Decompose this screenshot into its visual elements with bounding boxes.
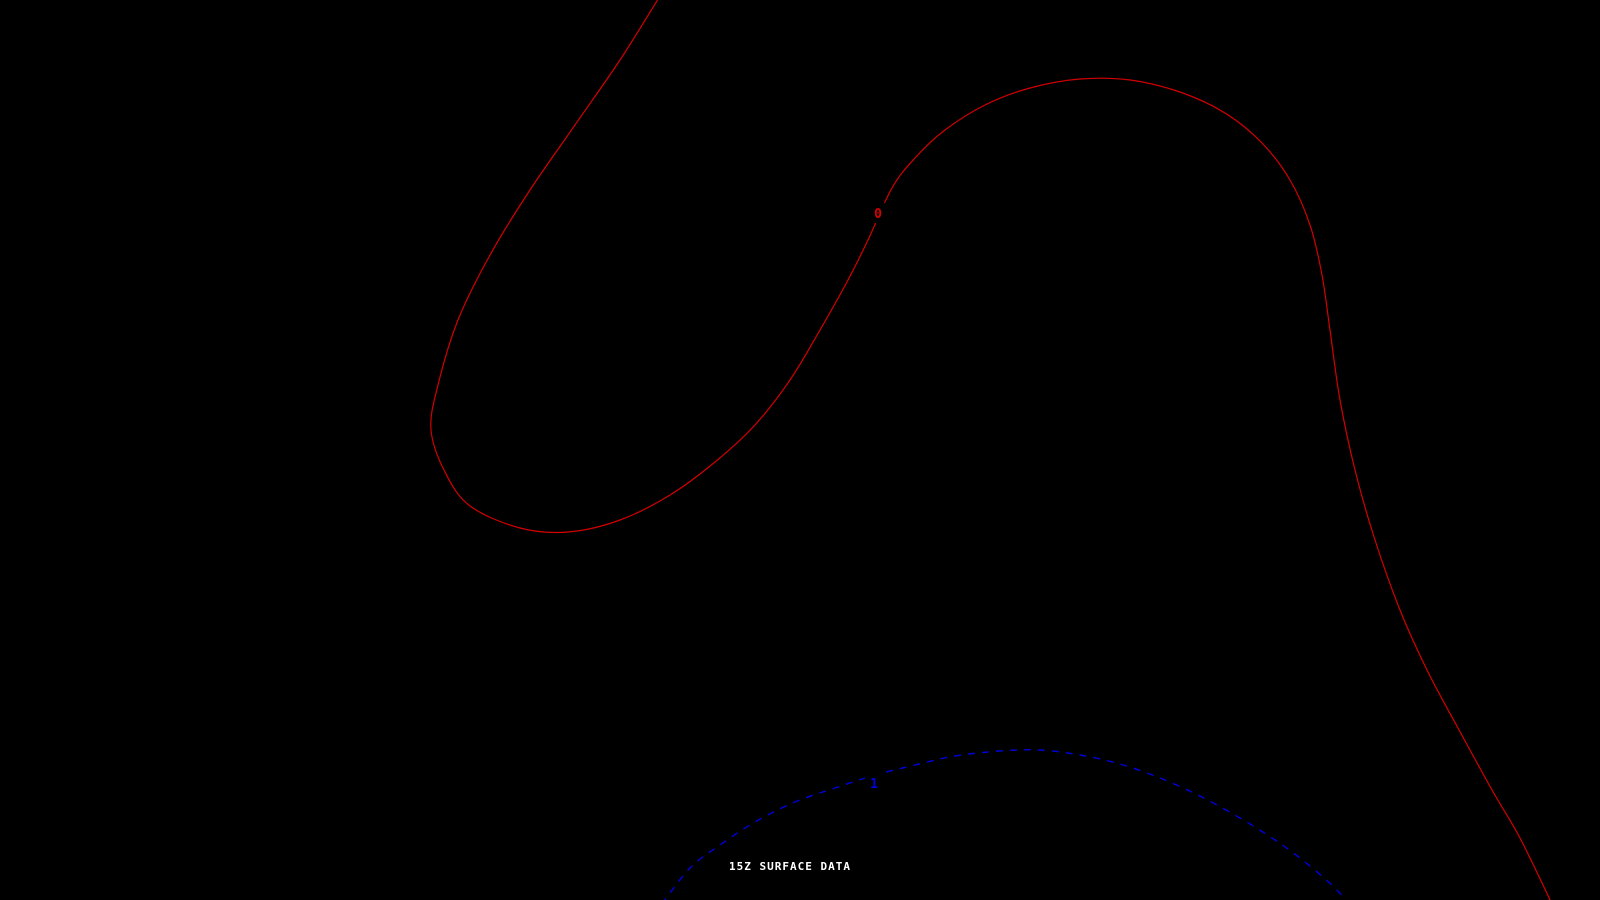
contour-0-label: 0 xyxy=(874,207,882,222)
contour-1-label-gap xyxy=(865,773,883,793)
contour-0-label-gap xyxy=(869,203,887,223)
contour-0-line xyxy=(430,0,1551,900)
contour-1-label: 1 xyxy=(870,777,878,792)
map-caption: 15Z SURFACE DATA xyxy=(729,860,851,873)
contour-1-line xyxy=(664,749,1346,900)
